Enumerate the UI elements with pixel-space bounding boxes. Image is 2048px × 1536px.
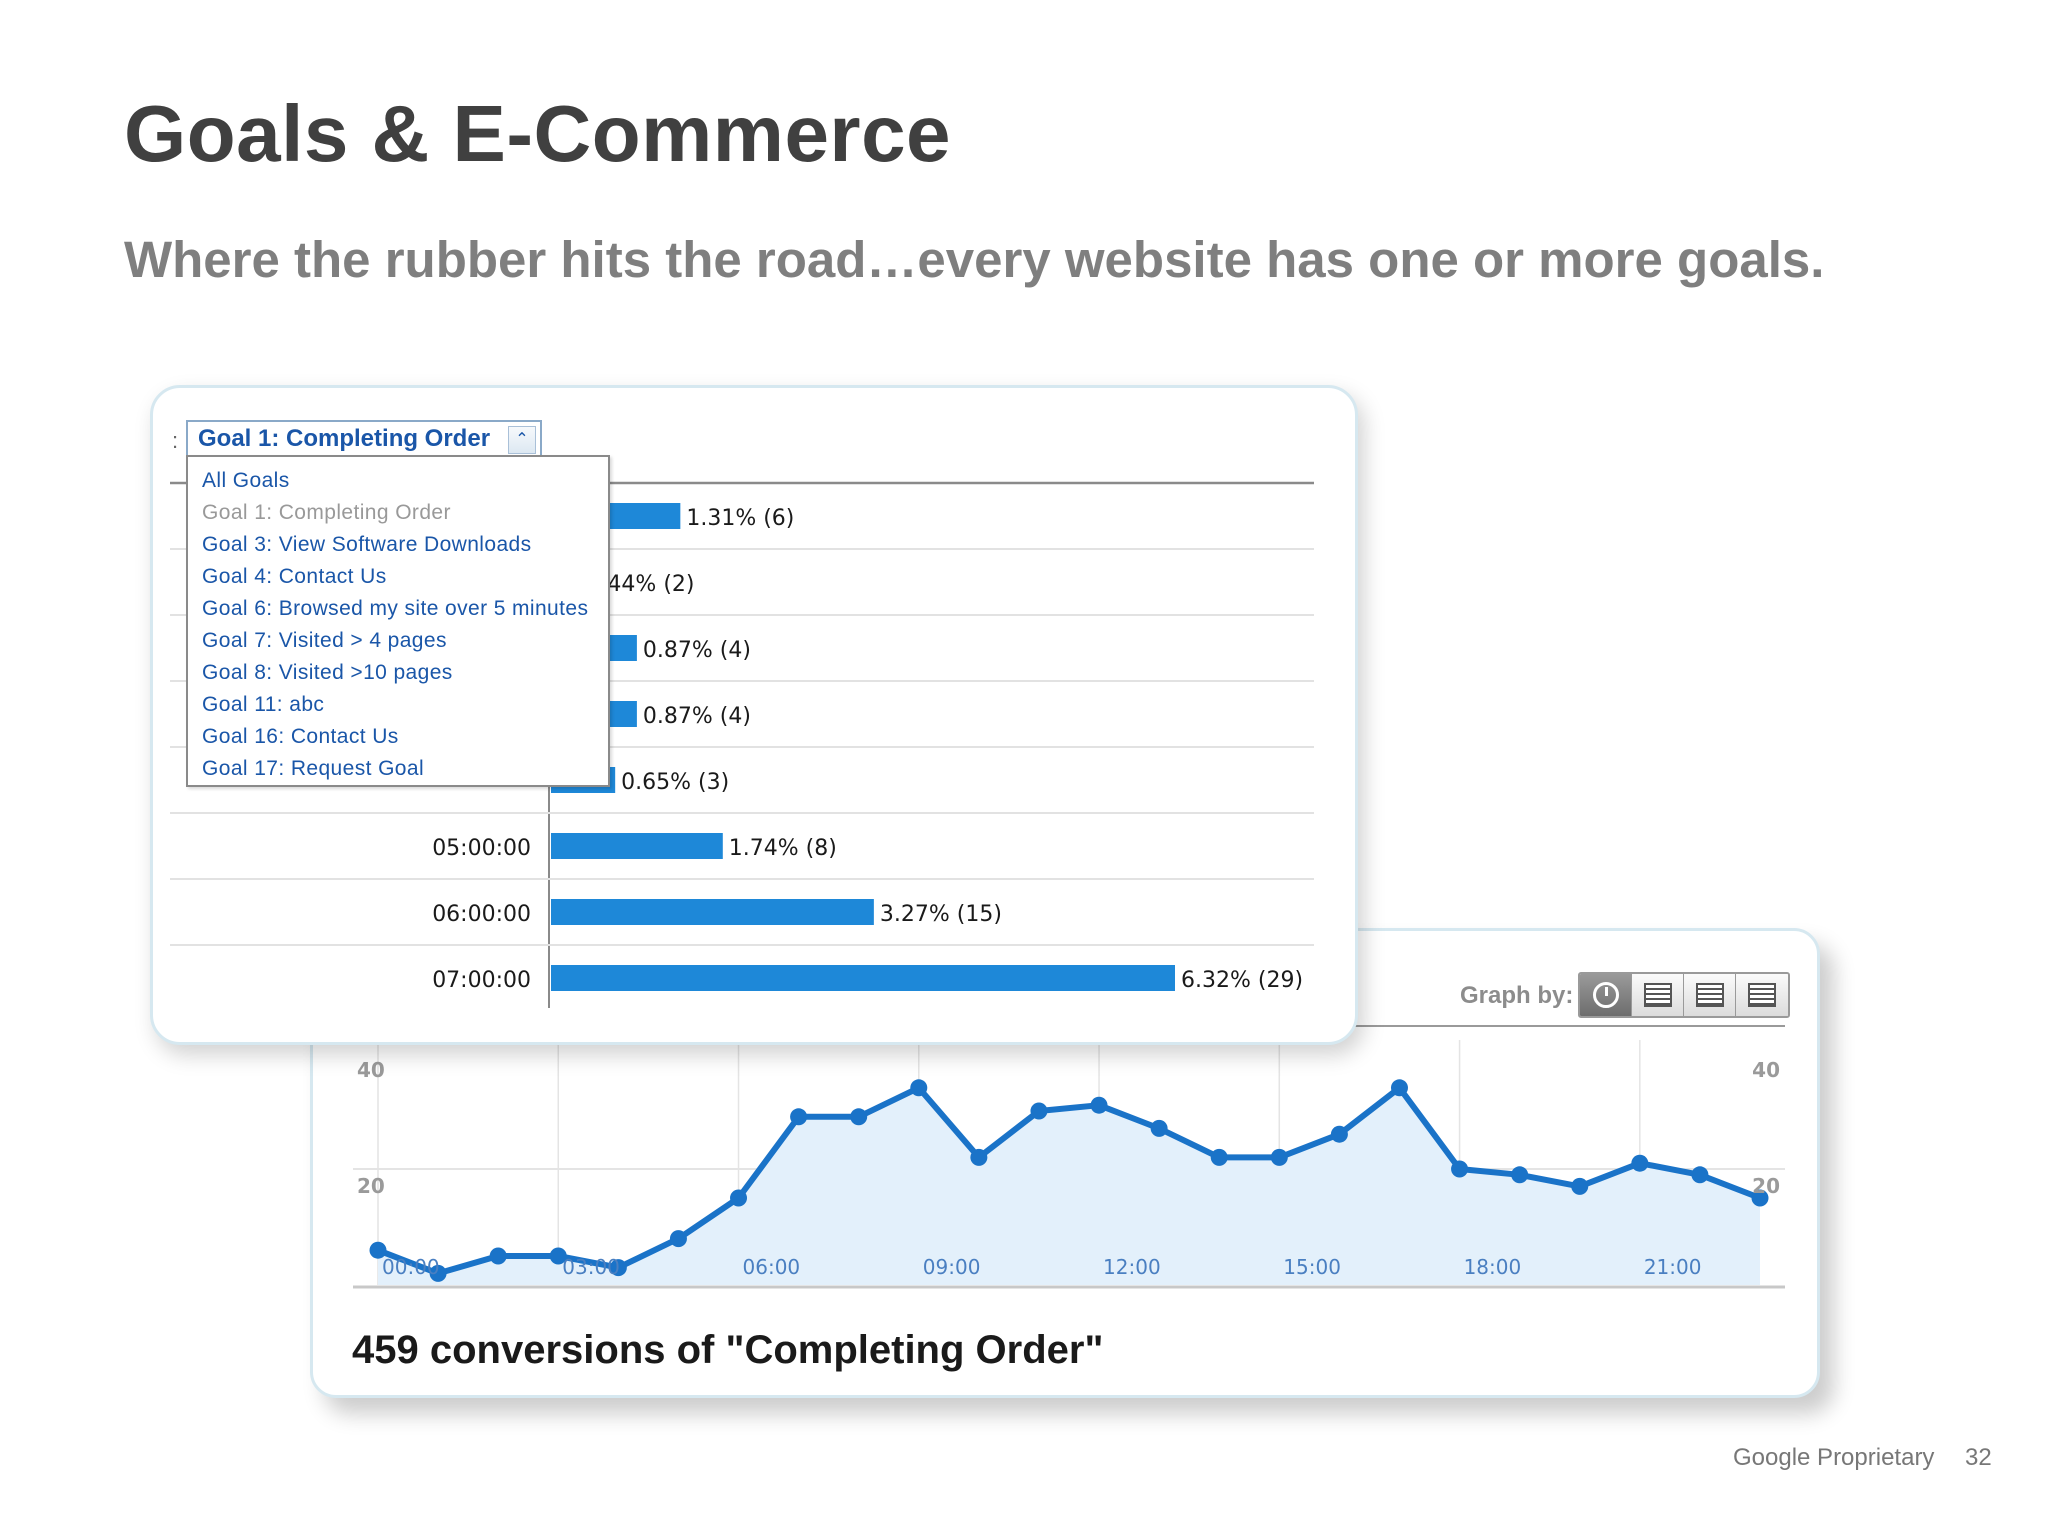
bar-value-label: 6.32% (29) [1181, 968, 1303, 993]
data-point [1571, 1177, 1589, 1195]
goal-dropdown-list: All Goals Goal 1: Completing Order Goal 3:… [186, 455, 610, 787]
data-point [1090, 1096, 1108, 1114]
data-point [1751, 1189, 1769, 1207]
goal-option[interactable]: Goal 7: Visited > 4 pages [202, 629, 447, 652]
data-point [1150, 1119, 1168, 1137]
goal-bar [551, 833, 723, 859]
data-point [489, 1247, 507, 1265]
data-point [1511, 1166, 1529, 1184]
slide-title: Goals & E-Commerce [124, 89, 952, 178]
data-point [429, 1264, 447, 1282]
goal-option[interactable]: Goal 4: Contact Us [202, 565, 387, 588]
list-icon [1695, 983, 1724, 1007]
data-point [1030, 1102, 1048, 1120]
row-time-label: 06:00:00 [432, 902, 531, 927]
data-point [1390, 1079, 1408, 1097]
goal-option[interactable]: Goal 8: Visited >10 pages [202, 661, 453, 684]
series-line [376, 1084, 1762, 1277]
conversions-summary: 459 conversions of "Completing Order" [352, 1328, 1104, 1372]
graph-by-month-button[interactable] [1736, 974, 1788, 1016]
y-tick-label-right: 40 [1752, 1058, 1780, 1082]
data-point [1631, 1154, 1649, 1172]
y-tick-label-right: 20 [1752, 1174, 1780, 1198]
graph-by-label: Graph by: [1460, 982, 1574, 1009]
bar-value-label: 0.65% (3) [621, 770, 729, 795]
bar-value-label: 3.27% (15) [880, 902, 1002, 927]
data-point [970, 1148, 988, 1166]
goal-bar [551, 965, 1175, 991]
goal-option[interactable]: Goal 1: Completing Order [202, 501, 451, 524]
graph-by-hour-button[interactable] [1580, 974, 1632, 1016]
y-tick-label-left: 20 [357, 1174, 385, 1198]
bar-value-label: 0.87% (4) [643, 704, 751, 729]
x-tick-label: 00:00 [382, 1255, 440, 1279]
goal-option[interactable]: Goal 11: abc [202, 693, 325, 716]
row-time-label: 07:00:00 [432, 968, 531, 993]
data-point [1210, 1148, 1228, 1166]
series-area [378, 1087, 1760, 1285]
goal-option[interactable]: Goal 6: Browsed my site over 5 minutes [202, 597, 589, 620]
data-point [369, 1241, 387, 1259]
double-chevron-up-icon[interactable]: ⌃ [508, 426, 536, 454]
y-tick-label-left: 40 [357, 1058, 385, 1082]
row-time-label: 05:00:00 [432, 836, 531, 861]
bar-value-label: 1.31% (6) [686, 506, 794, 531]
data-point [1330, 1125, 1348, 1143]
data-point [669, 1230, 687, 1248]
graph-by-week-button[interactable] [1684, 974, 1736, 1016]
x-tick-label: 21:00 [1644, 1255, 1702, 1279]
x-tick-label: 03:00 [562, 1255, 620, 1279]
goal-option[interactable]: Goal 17: Request Goal [202, 757, 425, 780]
data-point [730, 1189, 748, 1207]
list-icon [1748, 983, 1776, 1007]
x-tick-label: 15:00 [1283, 1255, 1341, 1279]
x-tick-label: 18:00 [1464, 1255, 1522, 1279]
bar-value-label: .44% (2) [600, 572, 694, 597]
goal-selector-colon: : [172, 428, 179, 453]
data-point [549, 1247, 567, 1265]
list-icon [1643, 983, 1672, 1007]
bar-value-label: 1.74% (8) [729, 836, 837, 861]
graph-by-toolbar [1578, 972, 1790, 1018]
footer-proprietary: Google Proprietary [1733, 1444, 1935, 1471]
goal-option[interactable]: Goal 16: Contact Us [202, 725, 399, 748]
goal-select[interactable]: Goal 1: Completing Order ⌃ [186, 420, 542, 458]
x-tick-label: 12:00 [1103, 1255, 1161, 1279]
data-point [609, 1259, 627, 1277]
goal-select-value: Goal 1: Completing Order [198, 425, 491, 452]
data-point [790, 1108, 808, 1126]
data-point [850, 1108, 868, 1126]
data-point [1270, 1148, 1288, 1166]
data-point [1691, 1166, 1709, 1184]
bar-value-label: 0.87% (4) [643, 638, 751, 663]
x-tick-label: 09:00 [923, 1255, 981, 1279]
slide-subtitle: Where the rubber hits the road…every web… [124, 231, 1825, 288]
graph-by-day-button[interactable] [1632, 974, 1684, 1016]
goal-option[interactable]: All Goals [202, 469, 290, 492]
goal-bar [551, 899, 874, 925]
x-tick-label: 06:00 [743, 1255, 801, 1279]
goal-option[interactable]: Goal 3: View Software Downloads [202, 533, 532, 556]
clock-icon [1592, 982, 1619, 1008]
data-point [1451, 1160, 1469, 1178]
data-point [910, 1079, 928, 1097]
page-number: 32 [1965, 1444, 1992, 1471]
